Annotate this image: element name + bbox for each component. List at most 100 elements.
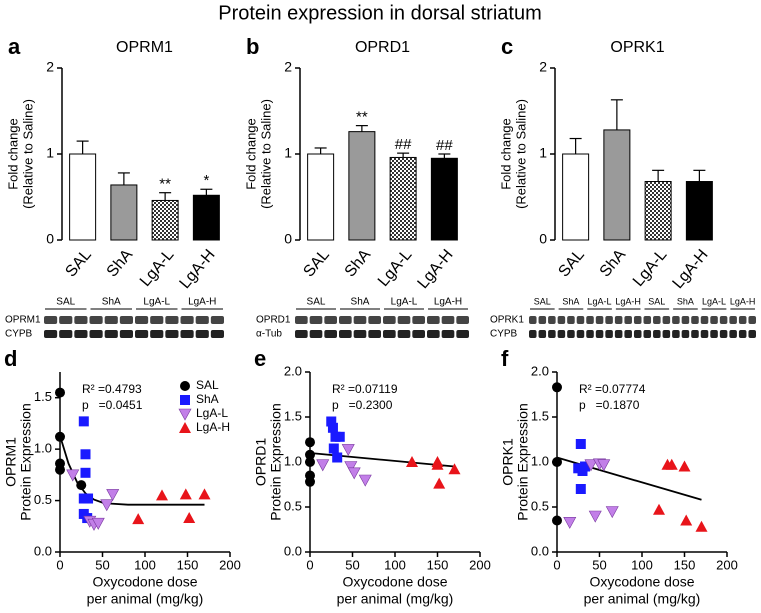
blot-band bbox=[748, 330, 756, 338]
x-axis-label: per animal (mg/kg) bbox=[337, 591, 454, 607]
x-tick-label: 0 bbox=[553, 557, 560, 572]
bar bbox=[151, 199, 179, 241]
y-tick-label: 0.5 bbox=[34, 492, 52, 507]
blot-row-label: OPRK1 bbox=[490, 315, 524, 326]
y-tick-label: 1.0 bbox=[284, 453, 302, 468]
blot-band bbox=[653, 316, 661, 324]
x-tick-label: 50 bbox=[345, 557, 359, 572]
blot-band bbox=[529, 316, 537, 324]
x-tick-label: 0 bbox=[56, 557, 63, 572]
blot-band bbox=[567, 316, 575, 324]
bar bbox=[562, 153, 590, 241]
x-axis-label: Oxycodone dose bbox=[92, 574, 197, 590]
point bbox=[316, 459, 330, 472]
x-tick-label: SAL bbox=[555, 246, 588, 280]
blot-band bbox=[595, 330, 604, 338]
blot-band bbox=[412, 330, 425, 338]
x-tick-label: 200 bbox=[469, 557, 491, 572]
significance-label: ## bbox=[436, 137, 453, 154]
point bbox=[66, 469, 80, 482]
blot-row-label: CYPB bbox=[5, 329, 33, 340]
y-axis-label: (Relative to Saline) bbox=[258, 99, 273, 209]
blot-band bbox=[150, 330, 164, 338]
blot-band bbox=[119, 316, 133, 324]
significance-label: * bbox=[203, 172, 209, 189]
blot-band bbox=[368, 316, 381, 324]
point bbox=[76, 480, 87, 491]
y-axis-label: OPRD1 bbox=[253, 438, 269, 486]
point bbox=[198, 488, 211, 500]
y-tick-label: 0 bbox=[539, 231, 547, 247]
legend-marker bbox=[180, 395, 190, 405]
y-axis-label: (Relative to Saline) bbox=[20, 99, 35, 209]
blot-column-label: LgA-L bbox=[143, 297, 170, 308]
blot-row-label: CYPB bbox=[490, 329, 518, 340]
blot-band bbox=[324, 330, 337, 338]
blot-band bbox=[681, 330, 690, 338]
bar bbox=[69, 153, 97, 241]
blot-band bbox=[368, 330, 381, 338]
point bbox=[156, 489, 168, 501]
point bbox=[91, 517, 105, 530]
stat-label: R² =0.4793 bbox=[82, 382, 142, 396]
x-axis-label: Oxycodone dose bbox=[342, 574, 447, 590]
point bbox=[328, 443, 339, 454]
point bbox=[552, 515, 562, 526]
point bbox=[305, 449, 315, 460]
point bbox=[406, 456, 418, 467]
x-tick-label: 50 bbox=[95, 557, 109, 572]
point bbox=[332, 452, 343, 463]
blot-band bbox=[353, 316, 367, 324]
x-tick-label: 200 bbox=[219, 557, 241, 572]
blot-band bbox=[691, 316, 699, 324]
blot-band bbox=[427, 330, 440, 338]
blot-band bbox=[353, 330, 367, 338]
blot-band bbox=[441, 316, 455, 324]
point bbox=[83, 493, 94, 504]
blot-band bbox=[662, 330, 671, 338]
point bbox=[326, 416, 337, 427]
point bbox=[605, 506, 619, 519]
blot-band bbox=[295, 330, 308, 338]
panel-letter: b bbox=[246, 34, 259, 59]
blot-band bbox=[748, 316, 756, 324]
blot-band bbox=[529, 330, 537, 338]
point bbox=[347, 467, 361, 480]
blot-column-label: SAL bbox=[307, 297, 326, 308]
blot-band bbox=[456, 330, 469, 338]
y-axis-label: Protein Expression bbox=[268, 403, 284, 521]
x-tick-label: 0 bbox=[306, 557, 313, 572]
blot-band bbox=[383, 330, 396, 338]
blot-band bbox=[195, 316, 209, 324]
panel-letter: f bbox=[501, 346, 509, 371]
blot-column-label: LgA-L bbox=[391, 297, 418, 308]
bar bbox=[644, 181, 672, 241]
x-axis-label: Oxycodone dose bbox=[589, 574, 694, 590]
point bbox=[132, 513, 145, 525]
blot-column-label: ShA bbox=[351, 297, 370, 308]
y-tick-label: 2 bbox=[284, 59, 292, 75]
point bbox=[584, 459, 598, 472]
blot-column-label: ShA bbox=[677, 296, 694, 306]
y-axis-label: (Relative to Saline) bbox=[513, 99, 528, 209]
blot-band bbox=[119, 330, 133, 338]
blot-band bbox=[614, 316, 623, 324]
y-tick-label: 0.5 bbox=[531, 498, 549, 513]
blot-band bbox=[397, 316, 411, 324]
x-axis-label: per animal (mg/kg) bbox=[584, 591, 701, 607]
y-axis-label: Fold change bbox=[498, 118, 513, 190]
bar bbox=[110, 184, 138, 241]
x-tick-label: SAL bbox=[62, 246, 95, 280]
blot-band bbox=[672, 330, 680, 338]
figure-title: Protein expression in dorsal striatum bbox=[218, 2, 541, 24]
blot-band bbox=[74, 316, 88, 324]
y-tick-label: 1.5 bbox=[34, 389, 52, 404]
blot-band bbox=[672, 316, 680, 324]
blot-row-label: OPRD1 bbox=[256, 315, 291, 326]
point bbox=[431, 458, 444, 470]
fit-line bbox=[309, 452, 455, 468]
stat-label: p =0.0451 bbox=[82, 398, 143, 412]
blot-band bbox=[586, 330, 594, 338]
blot-band bbox=[643, 330, 652, 338]
y-axis-label: Protein Expression bbox=[515, 403, 531, 521]
